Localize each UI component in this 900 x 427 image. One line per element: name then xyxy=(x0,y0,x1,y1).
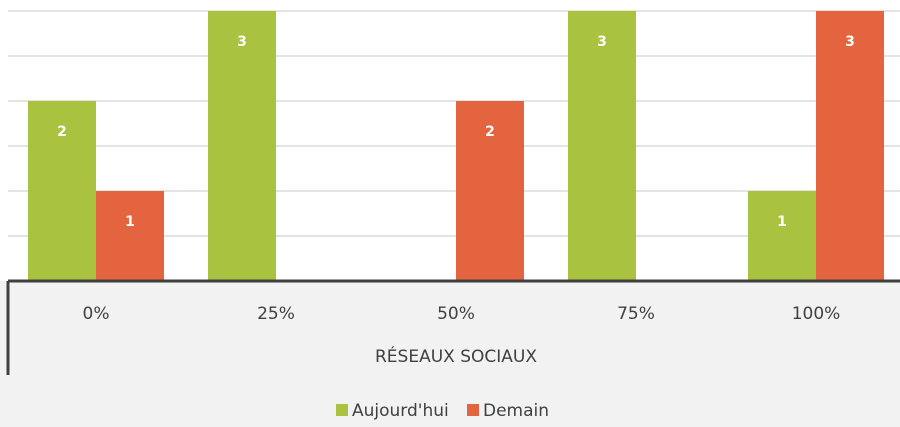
legend-swatch xyxy=(467,404,479,416)
data-label: 1 xyxy=(125,214,135,230)
data-label: 2 xyxy=(57,124,67,140)
legend-label: Demain xyxy=(483,401,549,421)
data-label: 2 xyxy=(485,124,495,140)
legend-label: Aujourd'hui xyxy=(352,401,449,421)
bar xyxy=(748,191,816,281)
bar xyxy=(816,11,884,281)
bar xyxy=(456,101,524,281)
x-axis-title: RÉSEAUX SOCIAUX xyxy=(375,345,537,367)
data-label: 3 xyxy=(845,34,855,50)
bar xyxy=(28,101,96,281)
x-tick-label: 75% xyxy=(617,304,655,324)
bar xyxy=(96,191,164,281)
x-tick-label: 0% xyxy=(83,304,110,324)
x-tick-label: 25% xyxy=(257,304,295,324)
data-label: 1 xyxy=(777,214,787,230)
bar xyxy=(568,11,636,281)
data-label: 3 xyxy=(597,34,607,50)
data-label: 3 xyxy=(237,34,247,50)
legend: Aujourd'hui Demain xyxy=(336,401,549,421)
x-tick-label: 50% xyxy=(437,304,475,324)
x-tick-label: 100% xyxy=(792,304,841,324)
legend-swatch xyxy=(336,404,348,416)
bar xyxy=(208,11,276,281)
